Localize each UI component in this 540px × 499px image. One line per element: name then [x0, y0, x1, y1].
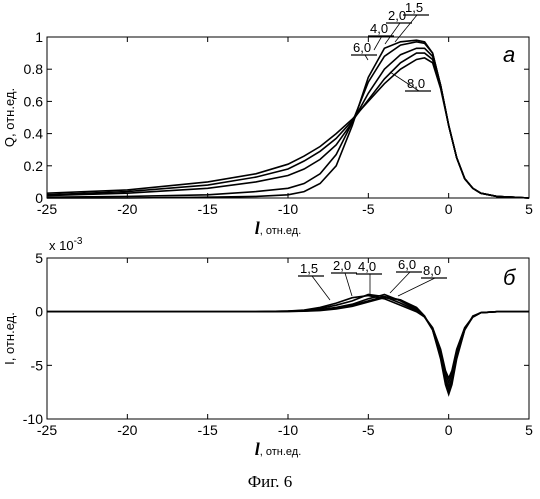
- series-label-leader: [365, 55, 368, 60]
- y-tick-label: 0.4: [24, 126, 44, 142]
- y-tick-label: 1: [35, 29, 43, 45]
- x-axis-label: l, отн.ед.: [255, 439, 302, 459]
- x-axis-label-sub: , отн.ед.: [260, 446, 302, 458]
- y-tick-label: -10: [23, 411, 43, 427]
- scale-note-base: x 10: [49, 238, 74, 253]
- x-tick-label: 0: [445, 201, 453, 217]
- plot-frame: [47, 37, 529, 198]
- chart-panel-1: -25-20-15-10-50500.20.40.60.811,52,04,06…: [2, 0, 533, 238]
- figure-caption: Фиг. 6: [0, 472, 540, 492]
- series-label: 2,0: [333, 258, 351, 273]
- series-line-4,0: [47, 48, 529, 198]
- y-tick-label: 0.8: [24, 61, 44, 77]
- series-label-leader: [345, 273, 352, 296]
- x-tick-label: -15: [198, 422, 218, 438]
- x-tick-label: 5: [525, 201, 533, 217]
- series-label-leader: [312, 276, 330, 300]
- y-tick-label: -5: [31, 357, 44, 373]
- series-line-2,0: [47, 42, 529, 198]
- scale-note: x 10-3: [49, 236, 83, 253]
- x-tick-label: -5: [362, 201, 375, 217]
- y-tick-label: 0: [35, 190, 43, 206]
- x-axis-label-sub: , отн.ед.: [260, 225, 302, 237]
- x-tick-label: -10: [278, 201, 298, 217]
- y-tick-label: 5: [35, 250, 43, 266]
- series-label: 1,5: [405, 0, 423, 15]
- series-label-leader: [398, 278, 435, 296]
- series-line-8,0: [47, 58, 529, 198]
- plot-frame: [47, 258, 529, 419]
- panel-letter: а: [503, 42, 515, 67]
- series-line-2,0: [47, 295, 529, 383]
- series-label-leader: [374, 36, 382, 50]
- x-tick-label: 0: [445, 422, 453, 438]
- chart-panel-2: -25-20-15-10-505-10-5051,52,04,06,08,0бI…: [2, 236, 533, 459]
- y-axis-label: I, отн.ед.: [2, 312, 17, 365]
- series-label: 6,0: [353, 40, 371, 55]
- series-label: 4,0: [358, 259, 376, 274]
- series-label: 8,0: [423, 263, 441, 278]
- y-tick-label: 0.6: [24, 93, 44, 109]
- x-tick-label: -15: [198, 201, 218, 217]
- series-label-leader: [390, 272, 410, 293]
- series-label: 1,5: [300, 261, 318, 276]
- x-tick-label: -5: [362, 422, 375, 438]
- series-label: 2,0: [388, 8, 406, 23]
- x-tick-label: -20: [117, 422, 137, 438]
- x-tick-label: -20: [117, 201, 137, 217]
- x-tick-label: -10: [278, 422, 298, 438]
- y-tick-label: 0.2: [24, 158, 44, 174]
- panel-letter: б: [503, 265, 517, 290]
- series-line-8,0: [47, 298, 529, 395]
- series-line-4,0: [47, 295, 529, 387]
- series-line-1,5: [47, 40, 529, 198]
- y-axis-label: Q, отн.ед.: [2, 88, 17, 147]
- series-line-1,5: [47, 296, 529, 379]
- scale-note-exponent: -3: [74, 236, 83, 247]
- x-axis-label: l, отн.ед.: [255, 218, 302, 238]
- y-tick-label: 0: [35, 304, 43, 320]
- x-tick-label: 5: [525, 422, 533, 438]
- series-label: 4,0: [370, 21, 388, 36]
- series-label: 6,0: [398, 257, 416, 272]
